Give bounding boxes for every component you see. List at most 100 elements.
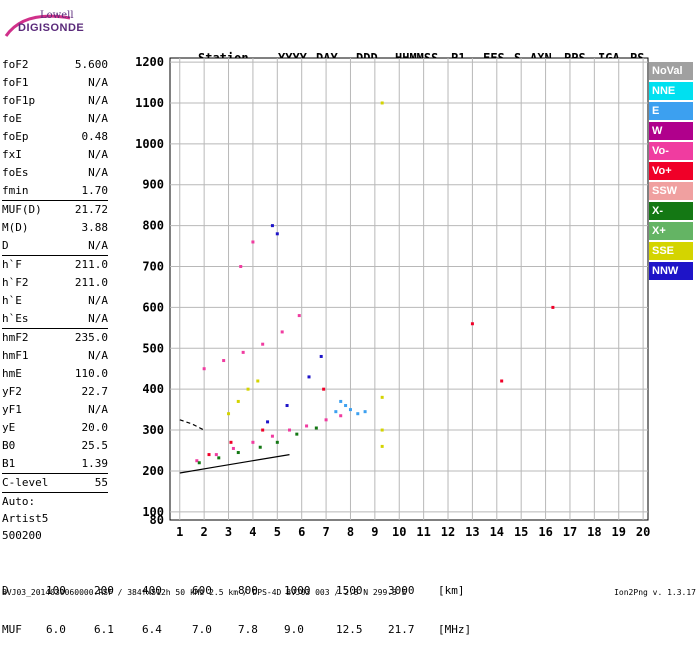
data-point: [258, 445, 262, 449]
data-point: [339, 414, 343, 418]
parameter-label: yE: [2, 421, 16, 434]
data-point: [500, 379, 504, 383]
legend-item: NoVal: [649, 62, 693, 80]
data-point: [348, 408, 352, 412]
logo-line1: Lowell: [40, 10, 74, 21]
version-note: Ion2Png v. 1.3.17: [614, 588, 696, 597]
trace-line: [179, 419, 205, 431]
parameter-value: N/A: [88, 148, 108, 161]
parameter-value: 211.0: [74, 258, 108, 271]
data-point: [314, 426, 318, 430]
parameter-value: 110.0: [74, 367, 108, 380]
data-point: [295, 432, 299, 436]
data-point: [217, 456, 221, 460]
legend-item: X-: [649, 202, 693, 220]
footer-value: 200: [94, 584, 114, 597]
parameter-label: D: [2, 239, 9, 252]
ionogram-plot: 1 2 3 4 5 6 7 8 9 10 11 12 13 14 15 16 17 18 19 20801002003…: [135, 55, 650, 539]
legend-item: NNE: [649, 82, 693, 100]
parameter-value: 21.72: [74, 203, 108, 216]
parameter-divider: [2, 473, 108, 474]
data-point: [470, 322, 474, 326]
parameter-label: fxI: [2, 148, 22, 161]
parameter-row: yF2 22.7: [2, 383, 112, 401]
data-point: [288, 428, 291, 432]
data-point: [322, 387, 326, 391]
data-point: [270, 434, 274, 438]
parameter-row: foF2 5.600: [2, 56, 112, 74]
data-point: [270, 224, 274, 228]
parameter-value: 1.39: [81, 457, 109, 470]
x-tick-label: 12: [441, 525, 455, 539]
parameter-label: B0: [2, 439, 16, 452]
legend-item: X+: [649, 222, 693, 240]
muf-row: MUF 6.0 6.1 6.4 7.0 7.8 9.0 12.5 21.7 [MHz]: [2, 623, 472, 636]
trace-line: [179, 454, 290, 474]
parameter-value: N/A: [88, 94, 108, 107]
y-tick-label: 1100: [135, 96, 164, 110]
x-tick-label: 2: [201, 525, 208, 539]
x-tick-label: 14: [490, 525, 504, 539]
data-point: [261, 342, 265, 346]
footer-value: 6.0: [46, 623, 66, 636]
parameter-value: N/A: [88, 166, 108, 179]
parameter-row: B0 25.5: [2, 437, 112, 455]
y-tick-label: 400: [142, 382, 164, 396]
parameter-label: h`F: [2, 258, 22, 271]
data-point: [207, 453, 211, 457]
muf-footer: D 100 200 400 600 800 1000 1500 3000 [km] MUF 6.0 6…: [2, 558, 472, 649]
data-point: [356, 412, 360, 416]
plot-frame: [169, 57, 649, 521]
footer-value: 6.1: [94, 623, 114, 636]
y-tick-label: 100: [142, 505, 164, 519]
x-tick-label: 19: [612, 525, 626, 539]
data-point: [297, 314, 301, 318]
data-point: [305, 424, 309, 428]
data-point: [197, 461, 201, 465]
parameter-value: 0.48: [81, 130, 109, 143]
parameter-label: foF1p: [2, 94, 36, 107]
data-point: [231, 446, 235, 450]
y-tick-label: 200: [142, 464, 164, 478]
parameter-label: yF2: [2, 385, 22, 398]
data-point: [280, 330, 284, 334]
footer-value: 7.8: [238, 623, 258, 636]
parameter-divider: [2, 328, 108, 329]
data-point: [344, 404, 348, 408]
legend-item: E: [649, 102, 693, 120]
data-point: [251, 240, 255, 244]
data-point: [202, 367, 206, 371]
x-tick-label: 13: [465, 525, 479, 539]
data-point: [246, 387, 250, 391]
logo-swoosh: [4, 14, 71, 37]
legend-item: NNW: [649, 262, 693, 280]
legend-item: Vo+: [649, 162, 693, 180]
auto-line1: Auto:: [2, 495, 36, 508]
x-tick-label: 7: [322, 525, 329, 539]
parameter-row: fxI N/A: [2, 146, 112, 164]
footer-row-label: D: [2, 584, 9, 597]
footer-unit: [km]: [438, 584, 465, 597]
parameter-row: h`Es N/A: [2, 310, 112, 328]
x-tick-label: 17: [563, 525, 577, 539]
parameter-label: M(D): [2, 221, 29, 234]
footer-value: 1500: [336, 584, 363, 597]
parameter-table: foF2 5.600 foF1 N/A foF1p N/A foE N/A foEp 0.48 fx…: [2, 56, 112, 544]
parameter-label: hmF2: [2, 331, 29, 344]
data-point: [363, 410, 367, 414]
parameter-value: 1.70: [81, 184, 109, 197]
data-point: [236, 399, 240, 403]
footer-unit: [MHz]: [438, 623, 472, 636]
data-point: [334, 410, 338, 414]
x-tick-label: 15: [514, 525, 528, 539]
legend-item: W: [649, 122, 693, 140]
parameter-value: N/A: [88, 239, 108, 252]
y-tick-label: 300: [142, 423, 164, 437]
parameter-value: 20.0: [81, 421, 109, 434]
y-tick-label: 500: [142, 341, 164, 355]
data-point: [261, 428, 265, 432]
parameter-divider: [2, 255, 108, 256]
parameter-value: 22.7: [81, 385, 109, 398]
data-point: [380, 395, 384, 399]
y-tick-label: 1200: [135, 55, 164, 69]
